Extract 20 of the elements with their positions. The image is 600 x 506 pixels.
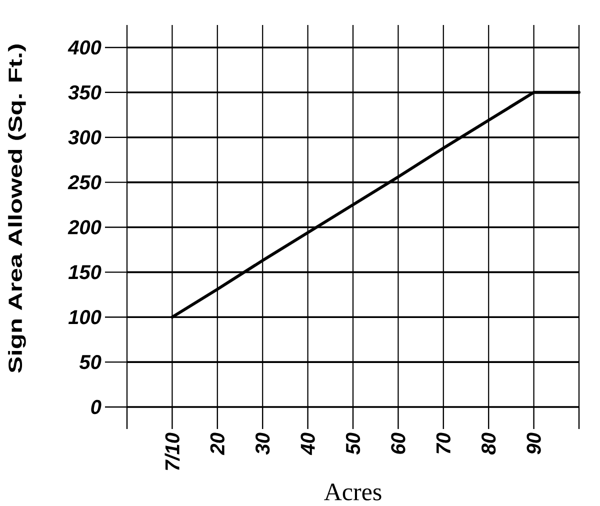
x-tick-label: 80 [482, 432, 496, 454]
x-tick-label: 7/10 [164, 432, 180, 470]
x-axis-title: Acres [324, 484, 382, 500]
x-tick-label: 30 [256, 432, 270, 455]
x-tick-label: 20 [210, 432, 224, 456]
x-tick-label: 60 [391, 432, 406, 454]
y-tick-label: 100 [68, 310, 102, 324]
x-tick-label: 40 [300, 432, 315, 456]
y-axis-title: Sign Area Allowed (Sq. Ft.) [8, 44, 26, 373]
y-tick-label: 250 [68, 175, 102, 190]
y-tick-label: 350 [68, 85, 102, 100]
y-tick-label: 50 [79, 354, 102, 370]
y-tick-label: 150 [68, 265, 102, 280]
y-tick-label: 200 [68, 220, 102, 234]
x-tick-label: 50 [346, 432, 360, 455]
y-tick-label: 300 [68, 130, 102, 144]
y-tick-label: 400 [68, 40, 102, 55]
x-tick-label: 70 [436, 432, 450, 454]
x-tick-label: 90 [526, 432, 541, 454]
y-tick-label: 0 [91, 400, 102, 414]
